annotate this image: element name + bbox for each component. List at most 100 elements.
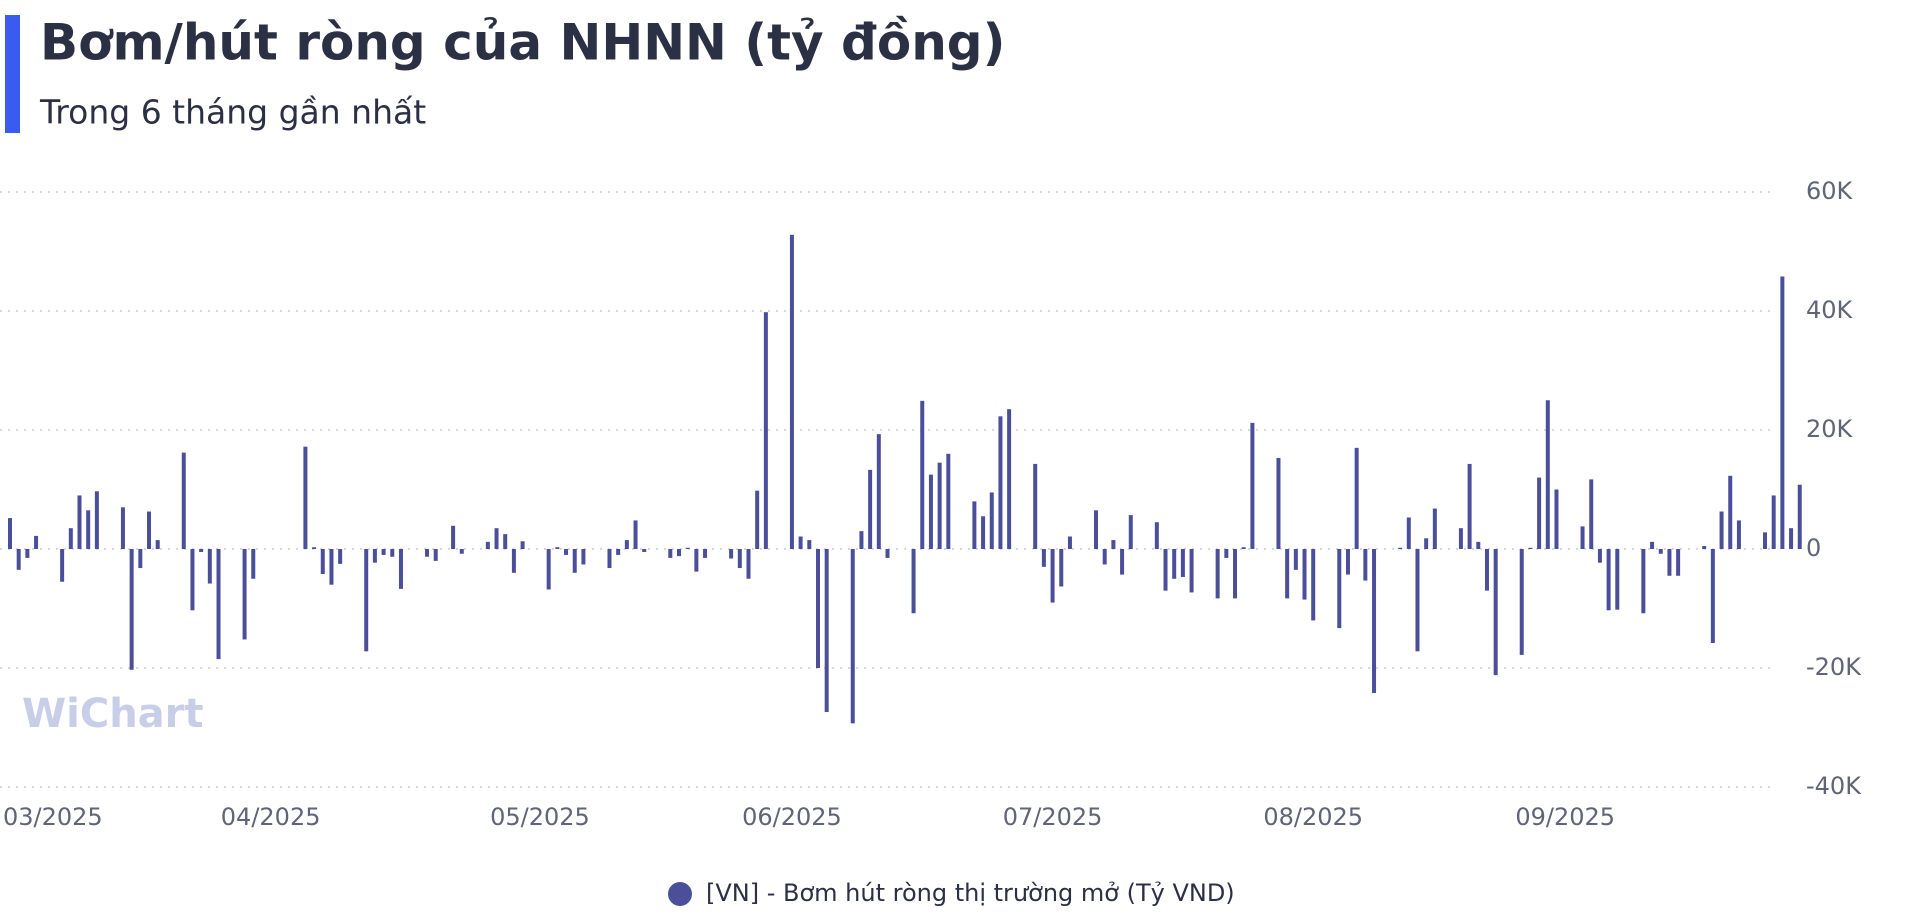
- bar: [676, 549, 681, 557]
- bar: [120, 507, 125, 549]
- bar: [755, 490, 760, 549]
- bar: [1719, 511, 1724, 549]
- bar: [1736, 520, 1741, 549]
- bar: [1415, 549, 1420, 652]
- bar: [1111, 540, 1116, 549]
- legend-label: [VN] - Bơm hút ròng thị trường mở (Tỷ VN…: [706, 879, 1235, 907]
- bar: [1311, 549, 1316, 621]
- bar: [703, 549, 708, 558]
- bar: [798, 536, 803, 549]
- x-tick-label: 04/2025: [221, 803, 321, 831]
- bar: [138, 549, 143, 569]
- bar: [1710, 549, 1715, 644]
- bar: [372, 549, 377, 563]
- bar: [147, 511, 152, 549]
- bar: [607, 549, 612, 569]
- bar: [1615, 549, 1620, 610]
- bar: [729, 549, 734, 559]
- bar: [242, 549, 247, 640]
- bar: [876, 434, 881, 549]
- x-tick-label: 07/2025: [1003, 803, 1103, 831]
- bar: [207, 549, 212, 584]
- y-tick-label: -40K: [1806, 772, 1862, 800]
- bar: [364, 549, 369, 652]
- bar: [911, 549, 916, 614]
- bar: [1250, 422, 1255, 549]
- bar: [338, 549, 343, 564]
- y-tick-label: 40K: [1806, 296, 1854, 324]
- bar: [807, 540, 812, 549]
- bar: [1554, 489, 1559, 549]
- bar: [946, 453, 951, 549]
- bar: [1372, 549, 1377, 693]
- chart-title: Bơm/hút ròng của NHNN (tỷ đồng): [40, 14, 1005, 72]
- bar: [8, 518, 12, 549]
- bar: [1789, 528, 1794, 549]
- bar: [998, 416, 1003, 549]
- x-tick-label: 08/2025: [1263, 803, 1363, 831]
- bar: [155, 540, 160, 549]
- bar: [616, 549, 621, 555]
- bar: [1094, 510, 1099, 549]
- bar: [34, 535, 39, 549]
- bar: [485, 541, 490, 549]
- chart-subtitle: Trong 6 tháng gần nhất: [39, 93, 426, 132]
- bar: [1519, 549, 1524, 655]
- bar: [25, 549, 30, 558]
- bar: [1285, 549, 1290, 599]
- bar: [1667, 549, 1672, 576]
- bar: [320, 549, 325, 574]
- bar: [1345, 549, 1350, 575]
- bar: [1580, 526, 1585, 549]
- bar: [381, 549, 386, 555]
- bar: [981, 516, 986, 549]
- bar: [199, 549, 204, 552]
- x-tick-label: 05/2025: [490, 803, 590, 831]
- bar: [451, 525, 456, 549]
- bar: [1041, 549, 1046, 567]
- bar: [1128, 515, 1133, 549]
- bar: [216, 549, 221, 660]
- bar: [1728, 475, 1733, 549]
- bar: [503, 534, 508, 549]
- bar: [1484, 549, 1489, 591]
- bar: [1650, 541, 1655, 549]
- bar: [746, 549, 751, 579]
- bar: [1676, 549, 1681, 576]
- y-tick-label: 60K: [1806, 177, 1854, 205]
- bar: [685, 547, 690, 549]
- bar: [1067, 536, 1072, 549]
- bar: [1606, 549, 1611, 611]
- bar: [1163, 549, 1168, 591]
- bar: [885, 549, 890, 558]
- bar: [868, 469, 873, 549]
- y-tick-label: 0: [1806, 534, 1821, 562]
- bar: [1233, 549, 1238, 599]
- bar: [1658, 549, 1663, 554]
- bar: [459, 549, 464, 554]
- bar: [789, 234, 794, 549]
- bar: [1641, 549, 1646, 614]
- bar: [633, 520, 638, 549]
- bar: [564, 549, 569, 555]
- bar: [1406, 517, 1411, 549]
- bar: [1120, 549, 1125, 575]
- y-tick-label: -20K: [1806, 653, 1862, 681]
- bar: [1189, 549, 1194, 593]
- bar: [433, 549, 438, 561]
- bar: [937, 462, 942, 549]
- bar: [68, 528, 73, 549]
- bar: [1432, 508, 1437, 549]
- bar: [511, 549, 516, 573]
- bar: [815, 549, 820, 668]
- bar: [572, 549, 577, 573]
- x-tick-label: 03/2025: [3, 803, 103, 831]
- bar: [181, 452, 186, 549]
- bar: [581, 549, 586, 565]
- bar: [1293, 549, 1298, 570]
- bar: [1033, 463, 1038, 549]
- bar: [1424, 538, 1429, 549]
- bar: [77, 495, 82, 549]
- bar: [1763, 532, 1767, 549]
